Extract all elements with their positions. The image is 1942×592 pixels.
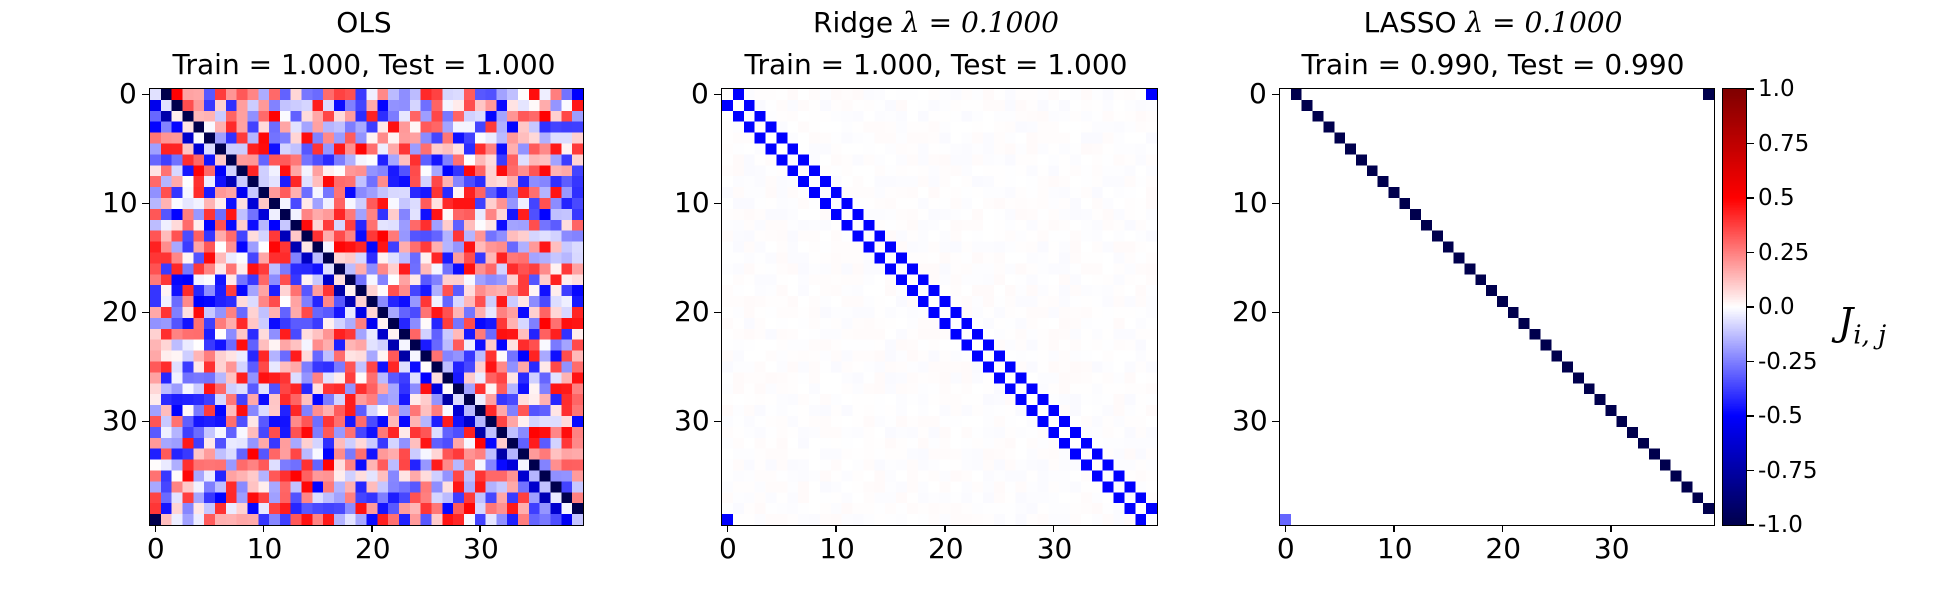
x-tick-mark bbox=[371, 525, 373, 532]
x-tick-mark bbox=[1393, 525, 1395, 532]
y-tick-label: 0 bbox=[691, 77, 709, 111]
colorbar-tick-label: 1.0 bbox=[1758, 76, 1795, 102]
heatmap-ridge-frame bbox=[721, 88, 1158, 526]
x-tick-label: 30 bbox=[463, 532, 499, 565]
y-tick-label: 0 bbox=[1249, 77, 1267, 111]
y-tick-mark bbox=[714, 202, 721, 205]
y-tick-label: 20 bbox=[102, 295, 138, 329]
x-tick-mark bbox=[726, 525, 729, 532]
y-tick-label: 30 bbox=[102, 404, 138, 438]
colorbar-tick-label: -0.5 bbox=[1758, 403, 1803, 429]
panel-3-title: LASSO λ = 0.1000 bbox=[1363, 6, 1623, 39]
y-tick-label: 20 bbox=[674, 295, 710, 329]
x-tick-label: 0 bbox=[146, 532, 165, 565]
x-tick-mark bbox=[835, 525, 837, 532]
colorbar-tick-label: 0.0 bbox=[1758, 294, 1795, 320]
heatmap-ols bbox=[150, 89, 583, 525]
panel-2-subtitle: Train = 1.000, Test = 1.000 bbox=[744, 48, 1128, 81]
heatmap-ridge bbox=[722, 89, 1157, 525]
y-tick-label: 10 bbox=[102, 186, 138, 220]
colorbar-tick-mark bbox=[1747, 251, 1754, 254]
x-tick-label: 0 bbox=[718, 532, 737, 565]
panel-2-title: Ridge λ = 0.1000 bbox=[813, 6, 1059, 39]
y-tick-mark bbox=[1272, 311, 1279, 314]
x-tick-label: 30 bbox=[1593, 532, 1630, 565]
colorbar-tick-mark bbox=[1747, 142, 1754, 145]
x-tick-label: 30 bbox=[1036, 532, 1073, 565]
y-tick-label: 10 bbox=[1232, 186, 1268, 220]
x-tick-mark bbox=[479, 525, 481, 532]
x-tick-mark bbox=[1610, 525, 1612, 532]
colorbar-tick-mark bbox=[1747, 360, 1754, 363]
x-tick-mark bbox=[1052, 525, 1055, 532]
x-tick-mark bbox=[154, 525, 157, 532]
x-tick-label: 0 bbox=[1276, 532, 1295, 565]
panel-1-title: OLS bbox=[336, 6, 392, 39]
colorbar-tick-mark bbox=[1747, 197, 1754, 199]
x-tick-mark bbox=[1284, 525, 1287, 532]
x-tick-label: 10 bbox=[819, 532, 855, 565]
y-tick-mark bbox=[1272, 202, 1279, 205]
y-tick-mark bbox=[142, 311, 149, 314]
y-tick-mark bbox=[142, 93, 149, 96]
colorbar-tick-label: -1.0 bbox=[1758, 512, 1803, 538]
colorbar-tick-label: -0.25 bbox=[1758, 348, 1818, 375]
y-tick-label: 0 bbox=[119, 77, 137, 111]
x-tick-label: 20 bbox=[1485, 532, 1522, 565]
heatmap-ols-frame bbox=[149, 88, 584, 526]
heatmap-lasso bbox=[1280, 89, 1714, 525]
colorbar-tick-mark bbox=[1747, 415, 1754, 417]
colorbar-tick-mark bbox=[1747, 306, 1754, 308]
colorbar-tick-label: 0.75 bbox=[1758, 130, 1810, 157]
y-tick-mark bbox=[714, 93, 721, 96]
y-tick-label: 30 bbox=[674, 404, 710, 438]
x-tick-mark bbox=[944, 525, 946, 532]
x-tick-label: 20 bbox=[927, 532, 964, 565]
panel-3-subtitle: Train = 0.990, Test = 0.990 bbox=[1301, 48, 1685, 81]
heatmap-lasso-frame bbox=[1279, 88, 1715, 526]
y-tick-label: 30 bbox=[1232, 404, 1268, 438]
y-tick-mark bbox=[1272, 93, 1279, 96]
x-tick-label: 10 bbox=[246, 532, 283, 565]
colorbar-tick-mark bbox=[1747, 524, 1754, 526]
colorbar-tick-mark bbox=[1747, 88, 1754, 90]
colorbar-tick-mark bbox=[1747, 469, 1754, 472]
colorbar-tick-label: 0.5 bbox=[1758, 185, 1795, 211]
colorbar-tick-label: -0.75 bbox=[1758, 457, 1818, 484]
x-tick-label: 10 bbox=[1376, 532, 1413, 565]
colorbar-frame bbox=[1722, 88, 1747, 526]
y-tick-label: 10 bbox=[674, 186, 710, 220]
colorbar-tick-label: 0.25 bbox=[1758, 239, 1810, 266]
y-tick-label: 20 bbox=[1232, 295, 1268, 329]
x-tick-mark bbox=[262, 525, 265, 532]
y-tick-mark bbox=[714, 420, 721, 423]
x-tick-mark bbox=[1501, 525, 1504, 532]
y-tick-mark bbox=[714, 311, 721, 314]
colorbar-label: Ji, j bbox=[1838, 300, 1887, 351]
y-tick-mark bbox=[142, 420, 149, 423]
y-tick-mark bbox=[142, 202, 149, 205]
colorbar bbox=[1723, 89, 1746, 525]
y-tick-mark bbox=[1272, 420, 1279, 423]
x-tick-label: 20 bbox=[354, 532, 391, 565]
panel-1-subtitle: Train = 1.000, Test = 1.000 bbox=[172, 48, 556, 81]
